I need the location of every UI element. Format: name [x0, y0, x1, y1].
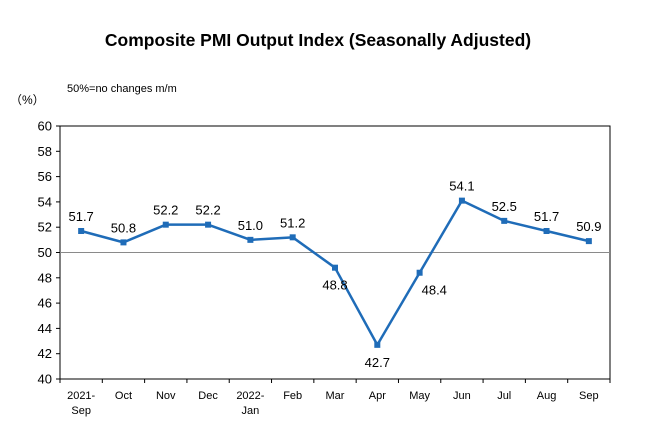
x-tick-label: Feb: [283, 390, 302, 402]
data-label: 48.8: [322, 278, 347, 293]
data-marker: [543, 227, 550, 234]
data-marker: [416, 269, 423, 276]
data-label: 50.9: [576, 219, 601, 234]
y-tick-label: 56: [38, 169, 52, 184]
data-label: 51.7: [534, 209, 559, 224]
y-tick-label: 60: [38, 119, 52, 134]
data-marker: [162, 221, 169, 228]
x-tick-label: Nov: [156, 390, 176, 402]
y-tick-label: 48: [38, 270, 52, 285]
x-tick-label: Aug: [537, 390, 557, 402]
data-label: 51.7: [68, 209, 93, 224]
chart-note: 50%=no changes m/m: [67, 83, 177, 95]
y-tick-label: 52: [38, 220, 52, 235]
data-marker: [205, 221, 212, 228]
data-marker: [458, 197, 465, 204]
series-line: [80, 199, 590, 347]
x-tick-label: Dec: [198, 390, 218, 402]
data-label: 52.2: [195, 203, 220, 218]
x-tick-label: May: [409, 390, 430, 402]
data-markers: [78, 197, 592, 348]
data-marker: [247, 236, 254, 243]
y-tick-label: 40: [38, 372, 52, 387]
x-tick-label: Jun: [453, 390, 471, 402]
x-tick-label: Oct: [115, 390, 132, 402]
data-labels: 51.7 50.8 52.2 52.2 51.0 51.2 48.8 42.7 48.4 54.1…: [68, 179, 601, 370]
x-tick-label: 2022-Jan: [236, 390, 264, 417]
x-axis: 2021-Sep Oct Nov Dec 2022-Jan Feb Mar Apr May Jun…: [59, 379, 611, 417]
data-marker: [289, 234, 296, 241]
x-tick-label: Apr: [369, 390, 386, 402]
y-tick-label: 54: [38, 194, 52, 209]
data-marker: [501, 217, 508, 224]
data-label: 52.2: [153, 203, 178, 218]
x-tick-label: Sep: [579, 390, 599, 402]
y-axis: 40 42 44 46 48 50 52 54 56 58 60: [38, 119, 60, 387]
data-label: 50.8: [111, 220, 136, 235]
data-label: 51.0: [238, 218, 263, 233]
data-label: 48.4: [422, 283, 447, 298]
y-tick-label: 42: [38, 346, 52, 361]
y-unit-label: （%）: [10, 93, 45, 107]
y-tick-label: 46: [38, 296, 52, 311]
y-tick-label: 44: [38, 321, 52, 336]
data-label: 54.1: [449, 179, 474, 194]
x-tick-label: Mar: [326, 390, 345, 402]
data-label: 51.2: [280, 215, 305, 230]
data-marker: [78, 227, 85, 234]
data-label: 42.7: [365, 355, 390, 370]
data-label: 52.5: [492, 199, 517, 214]
chart-title: Composite PMI Output Index (Seasonally A…: [105, 30, 531, 50]
x-tick-label: 2021-Sep: [67, 390, 95, 417]
data-marker: [374, 341, 381, 348]
y-tick-label: 58: [38, 144, 52, 159]
data-marker: [332, 264, 338, 271]
data-marker: [585, 238, 592, 245]
y-tick-label: 50: [38, 245, 52, 260]
data-marker: [120, 239, 127, 246]
x-tick-label: Jul: [497, 390, 511, 402]
